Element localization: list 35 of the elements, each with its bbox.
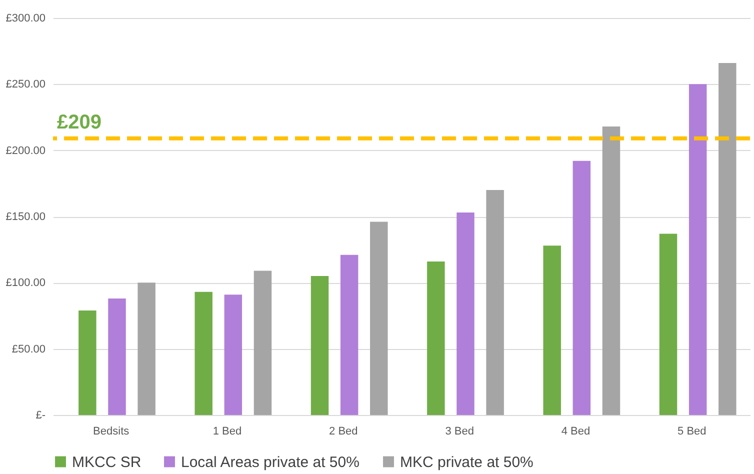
bar — [108, 298, 126, 415]
bar — [543, 246, 561, 415]
bar — [310, 276, 329, 415]
x-tick-label: Bedsits — [93, 426, 130, 438]
bar — [659, 234, 678, 415]
y-tick-label: £50.00 — [12, 343, 46, 356]
bar — [194, 292, 212, 415]
bar — [602, 126, 620, 415]
y-tick-label: £300.00 — [6, 12, 46, 24]
x-tick-label: 2 Bed — [329, 426, 358, 438]
legend-label: MKC private at 50% — [400, 454, 534, 471]
bar — [340, 254, 358, 415]
bar — [78, 310, 96, 415]
legend-label: Local Areas private at 50% — [181, 454, 360, 471]
bar — [138, 282, 156, 415]
bar — [370, 222, 388, 415]
bar — [254, 270, 272, 415]
bar — [688, 84, 707, 415]
bar — [718, 62, 736, 415]
x-tick-label: 4 Bed — [561, 426, 590, 438]
legend-label: MKCC SR — [72, 454, 142, 471]
bar — [224, 294, 242, 415]
y-tick-label: £250.00 — [6, 78, 46, 91]
y-tick-label: £100.00 — [6, 277, 46, 290]
ref-line-label: £209 — [57, 111, 102, 134]
bar — [572, 160, 591, 415]
x-tick-label: 1 Bed — [212, 426, 242, 438]
bar — [456, 212, 474, 415]
x-tick-label: 3 Bed — [445, 426, 474, 438]
y-tick-label: £150.00 — [6, 211, 46, 223]
bar — [427, 261, 445, 415]
y-tick-label: £- — [36, 410, 46, 422]
bar — [486, 190, 504, 415]
x-tick-label: 5 Bed — [678, 426, 706, 438]
y-tick-label: £200.00 — [6, 144, 46, 157]
